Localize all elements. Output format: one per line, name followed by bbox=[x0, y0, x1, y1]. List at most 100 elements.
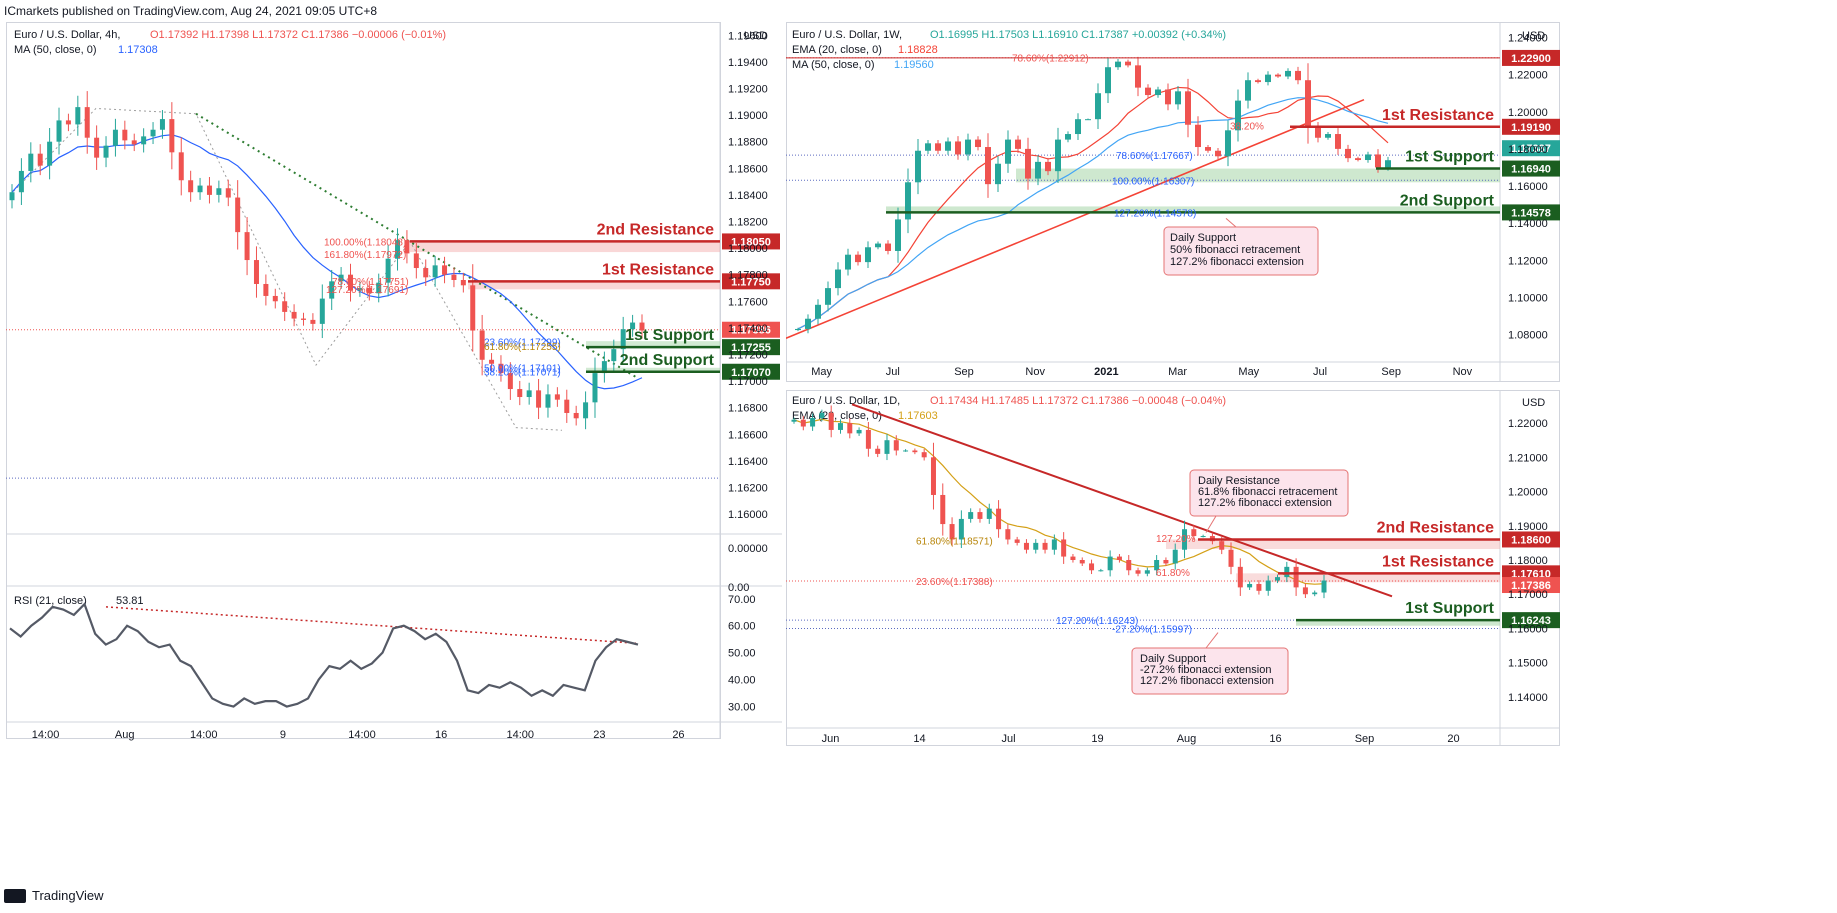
d-candle[interactable] bbox=[1284, 566, 1290, 578]
w-candle[interactable] bbox=[995, 163, 1001, 185]
h4-candle[interactable] bbox=[84, 107, 90, 138]
w-candle[interactable] bbox=[1185, 91, 1191, 125]
d-candle[interactable] bbox=[1163, 560, 1169, 564]
w-candle[interactable] bbox=[845, 254, 851, 270]
h4-candle[interactable] bbox=[366, 287, 372, 294]
h4-candle[interactable] bbox=[460, 279, 466, 286]
w-candle[interactable] bbox=[915, 150, 921, 183]
w-candle[interactable] bbox=[1205, 147, 1211, 151]
h4-candle[interactable] bbox=[583, 402, 589, 419]
d-candle[interactable] bbox=[1154, 560, 1160, 571]
w-candle[interactable] bbox=[1255, 80, 1261, 83]
d-candle[interactable] bbox=[1042, 542, 1048, 550]
h4-candle[interactable] bbox=[103, 145, 109, 158]
h4-candle[interactable] bbox=[216, 188, 222, 195]
tradingview-footer[interactable]: TradingView bbox=[4, 888, 104, 903]
w-candle[interactable] bbox=[1335, 134, 1341, 149]
h4-candle[interactable] bbox=[489, 359, 495, 364]
w-candle[interactable] bbox=[1375, 154, 1381, 168]
w-candle[interactable] bbox=[1325, 134, 1331, 138]
w-candle[interactable] bbox=[1345, 148, 1351, 159]
w-candle[interactable] bbox=[965, 139, 971, 155]
h4-candle[interactable] bbox=[498, 363, 504, 374]
h4-candle[interactable] bbox=[225, 188, 231, 198]
h4-candle[interactable] bbox=[404, 240, 410, 254]
w-candle[interactable] bbox=[1105, 67, 1111, 94]
w-candle[interactable] bbox=[1355, 158, 1361, 161]
w-candle[interactable] bbox=[1025, 148, 1031, 179]
h4-candle[interactable] bbox=[564, 399, 570, 413]
w-candle[interactable] bbox=[1035, 161, 1041, 179]
d-candle[interactable] bbox=[930, 457, 936, 495]
d-candle[interactable] bbox=[921, 452, 927, 458]
h4-candle[interactable] bbox=[47, 141, 53, 166]
w-candle[interactable] bbox=[1135, 65, 1141, 88]
d-candle[interactable] bbox=[1275, 577, 1281, 581]
h4-candle[interactable] bbox=[536, 390, 542, 408]
d-candle[interactable] bbox=[837, 423, 843, 430]
h4-candle[interactable] bbox=[395, 240, 401, 259]
h4-candle[interactable] bbox=[141, 136, 147, 145]
daily-chart-panel[interactable]: Euro / U.S. Dollar, 1D, O1.17434 H1.17485… bbox=[786, 390, 1560, 746]
h4-candle[interactable] bbox=[620, 329, 626, 350]
d-candle[interactable] bbox=[1051, 539, 1057, 550]
h4-candle[interactable] bbox=[376, 282, 382, 294]
h4-candle[interactable] bbox=[601, 361, 607, 374]
d-candle[interactable] bbox=[1312, 592, 1318, 595]
w-candle[interactable] bbox=[1095, 93, 1101, 120]
h4-candle[interactable] bbox=[244, 232, 250, 261]
h4-candle[interactable] bbox=[507, 373, 513, 390]
h4-candle[interactable] bbox=[357, 287, 363, 291]
w-candle[interactable] bbox=[1085, 119, 1091, 121]
h4-candle[interactable] bbox=[526, 390, 532, 398]
w-candle[interactable] bbox=[1155, 89, 1161, 96]
h4-candle[interactable] bbox=[122, 129, 128, 141]
d-candle[interactable] bbox=[1079, 560, 1085, 564]
d-candle[interactable] bbox=[1144, 570, 1150, 574]
d-candle[interactable] bbox=[912, 450, 918, 453]
w-candle[interactable] bbox=[1015, 139, 1021, 149]
h4-candle[interactable] bbox=[169, 119, 175, 153]
w-candle[interactable] bbox=[1285, 70, 1291, 77]
h4-candle[interactable] bbox=[75, 107, 81, 125]
w-candle[interactable] bbox=[875, 243, 881, 248]
d-candle[interactable] bbox=[1200, 536, 1206, 538]
w-candle[interactable] bbox=[1365, 154, 1371, 161]
d-candle[interactable] bbox=[893, 440, 899, 451]
h4-candle[interactable] bbox=[554, 394, 560, 400]
h4-candle[interactable] bbox=[56, 120, 62, 142]
h4-chart-panel[interactable]: Euro / U.S. Dollar, 4h, O1.17392 H1.17398… bbox=[6, 22, 782, 746]
h4-candle[interactable] bbox=[310, 319, 316, 324]
d-candle[interactable] bbox=[958, 518, 964, 540]
w-candle[interactable] bbox=[1125, 61, 1131, 66]
d-candle[interactable] bbox=[856, 429, 862, 434]
d-candle[interactable] bbox=[1135, 570, 1141, 574]
w-candle[interactable] bbox=[1385, 160, 1391, 168]
d-candle[interactable] bbox=[1219, 541, 1225, 550]
w-candle[interactable] bbox=[975, 139, 981, 148]
d-candle[interactable] bbox=[1228, 549, 1234, 567]
w-candle[interactable] bbox=[865, 247, 871, 263]
h4-candle[interactable] bbox=[28, 153, 34, 171]
h4-candle[interactable] bbox=[338, 274, 344, 282]
h4-candle[interactable] bbox=[423, 268, 429, 278]
w-candle[interactable] bbox=[945, 141, 951, 151]
d-candle[interactable] bbox=[1302, 587, 1308, 595]
h4-candle[interactable] bbox=[37, 153, 43, 166]
d-candle[interactable] bbox=[1005, 529, 1011, 540]
h4-candle[interactable] bbox=[235, 197, 241, 233]
h4-candle[interactable] bbox=[432, 265, 438, 278]
d-candle[interactable] bbox=[903, 450, 909, 452]
h4-candle[interactable] bbox=[319, 298, 325, 324]
w-candle[interactable] bbox=[1295, 70, 1301, 81]
h4-candle[interactable] bbox=[131, 140, 137, 145]
h4-candle[interactable] bbox=[197, 185, 203, 193]
d-candle[interactable] bbox=[1107, 556, 1113, 571]
d-candle[interactable] bbox=[819, 412, 825, 418]
w-candle[interactable] bbox=[1005, 139, 1011, 164]
w-candle[interactable] bbox=[855, 254, 861, 263]
w-candle[interactable] bbox=[815, 304, 821, 319]
w-candle[interactable] bbox=[835, 269, 841, 289]
d-candle[interactable] bbox=[940, 494, 946, 525]
w-candle[interactable] bbox=[1115, 61, 1121, 68]
